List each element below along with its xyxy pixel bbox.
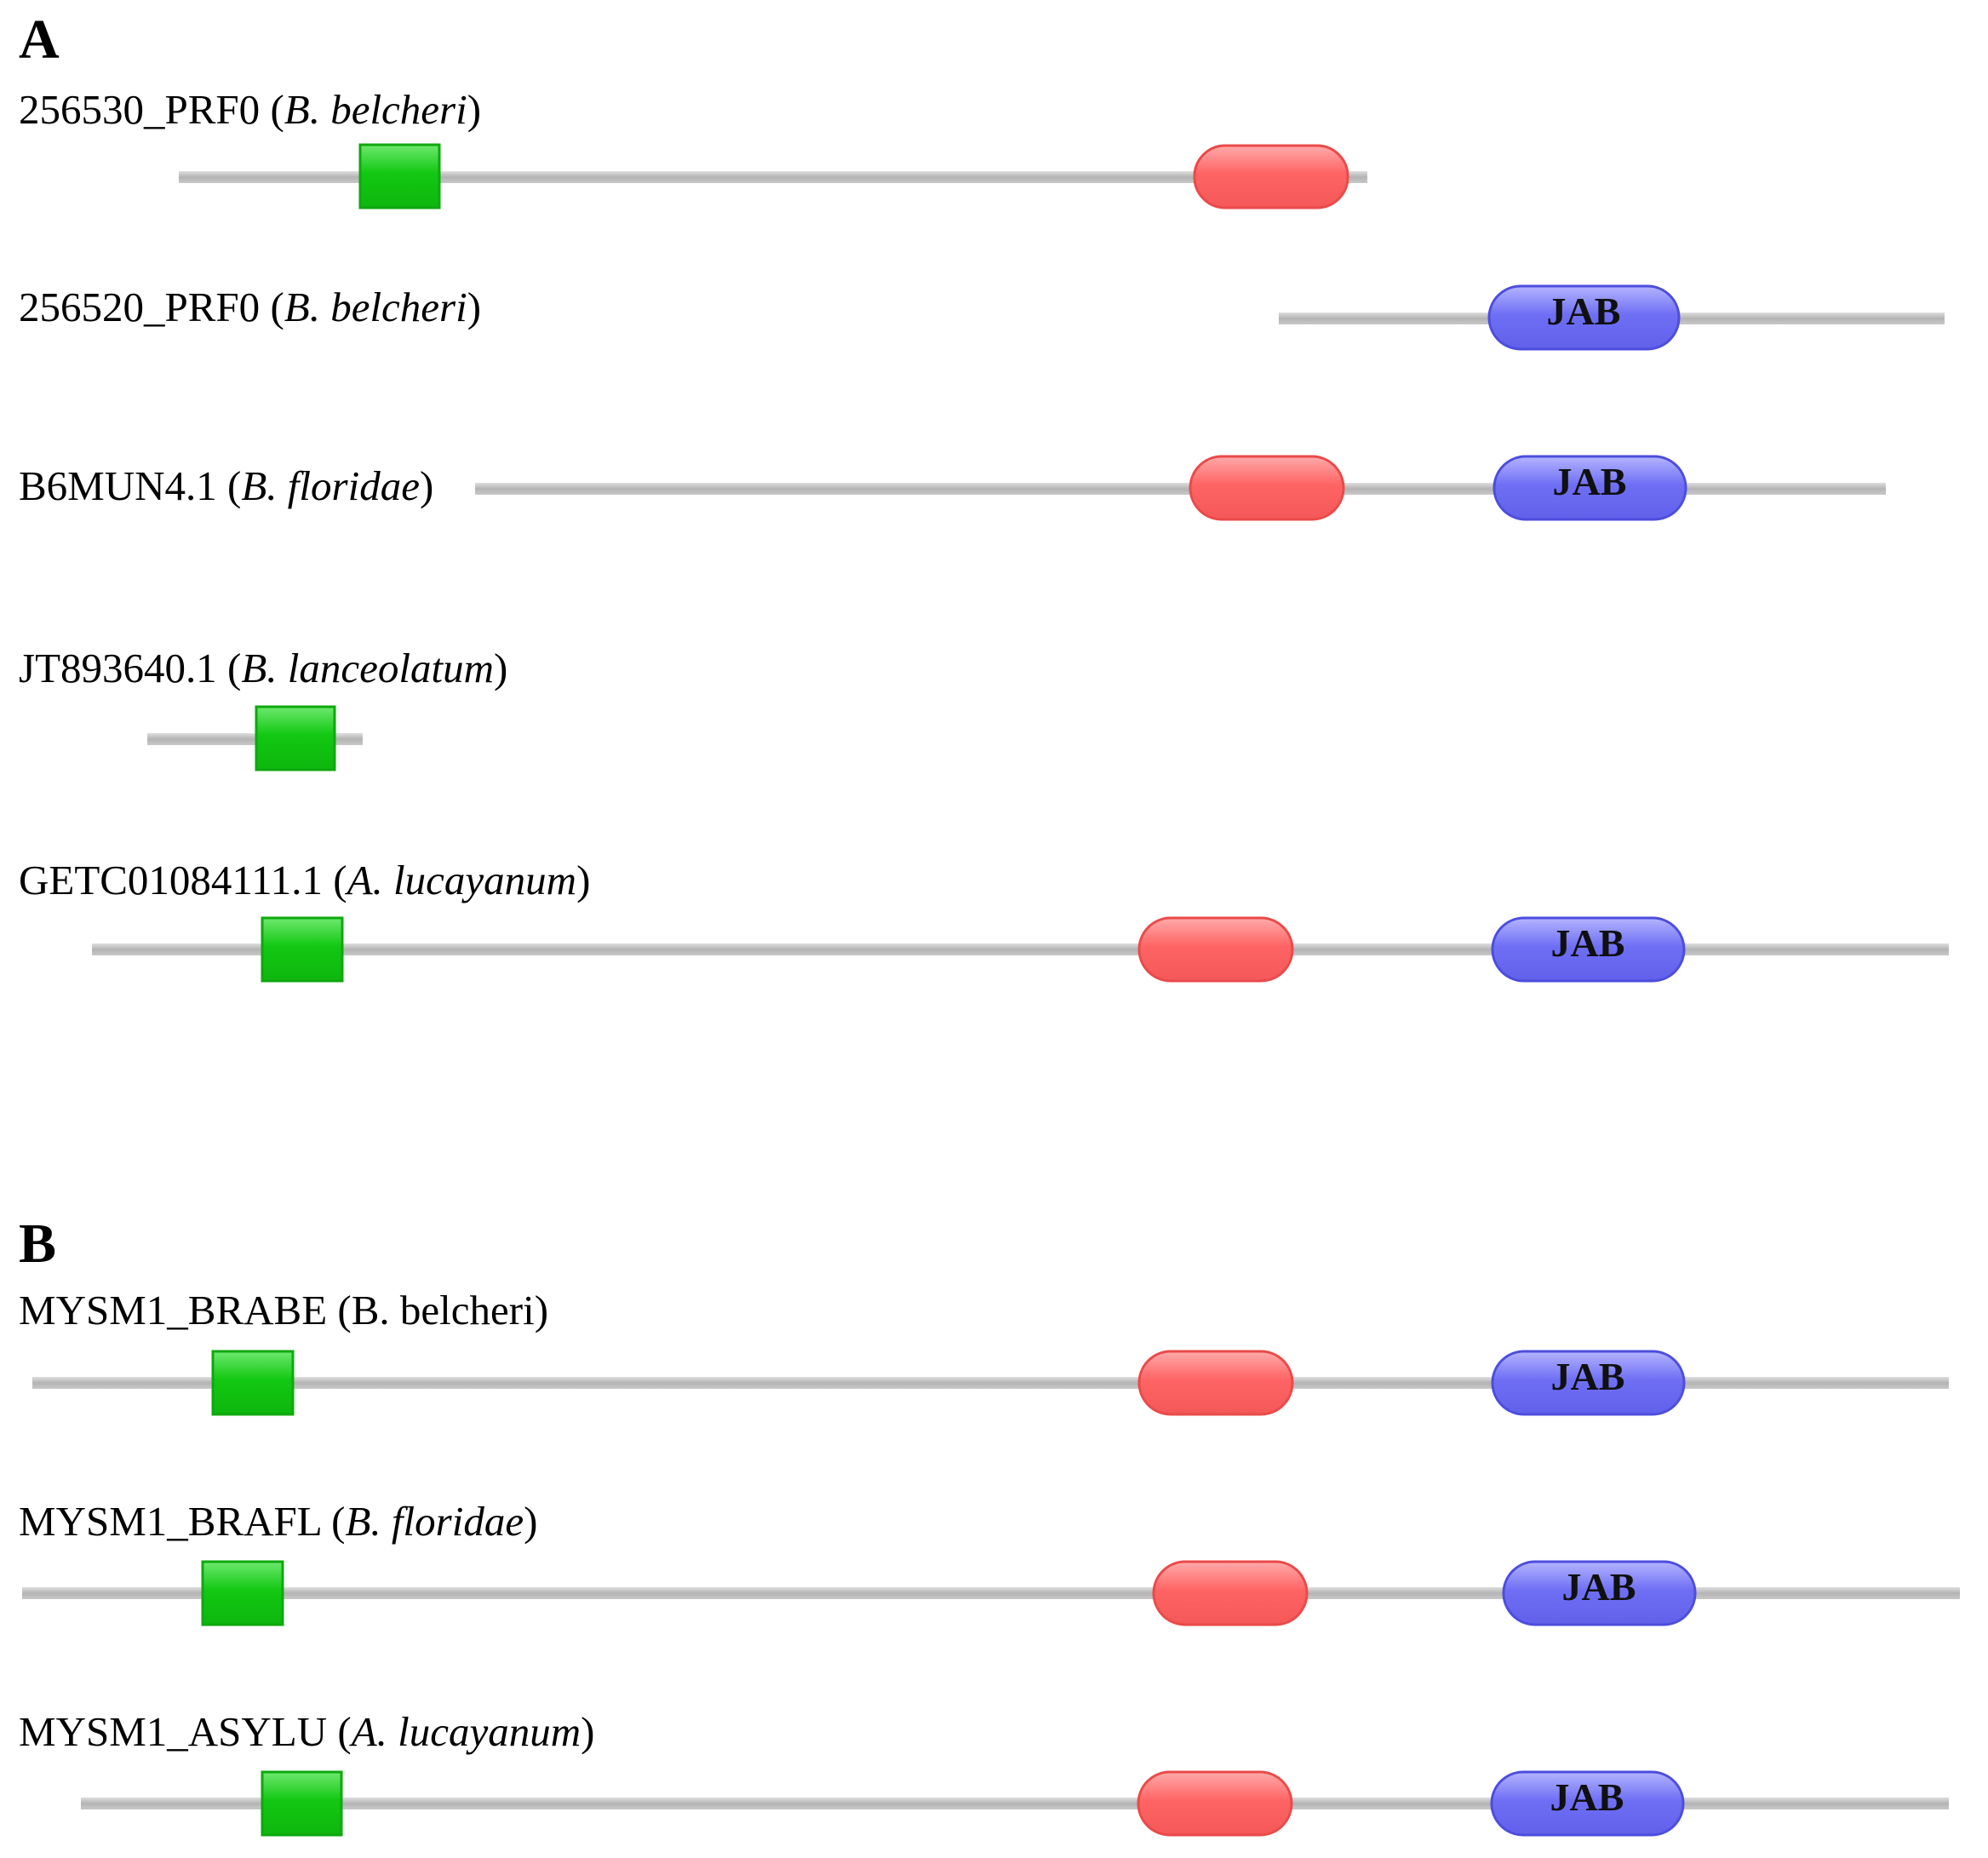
protein-label: MYSM1_BRABE (B. belcheri): [19, 1287, 548, 1333]
jab-domain-label: JAB: [1553, 460, 1627, 503]
jab-domain-label: JAB: [1547, 290, 1621, 333]
red-domain: [1193, 144, 1349, 209]
jab-domain: JAB: [1487, 284, 1681, 351]
red-domain: [1137, 1350, 1294, 1416]
red-domain: [1137, 916, 1294, 983]
species-name: B. floridae: [345, 1498, 524, 1545]
protein-entry: 256530_PRF0 (B. belcheri): [19, 86, 1367, 209]
jab-domain: JAB: [1490, 1770, 1685, 1837]
jab-domain: JAB: [1502, 1560, 1697, 1626]
protein-label: MYSM1_BRAFL (B. floridae): [19, 1498, 537, 1545]
protein-backbone: [32, 1377, 1949, 1389]
protein-backbone: [179, 171, 1367, 183]
protein-id: B6MUN4.1: [19, 462, 217, 509]
green-domain: [358, 143, 441, 209]
species-name: B. floridae: [241, 462, 420, 509]
protein-id: MYSM1_BRAFL: [19, 1498, 321, 1545]
protein-entry: MYSM1_ASYLU (A. lucayanum) JAB: [19, 1708, 1949, 1837]
green-domain: [211, 1350, 295, 1416]
protein-backbone: [22, 1587, 1960, 1599]
red-domain: [1152, 1560, 1309, 1626]
red-domain: [1189, 455, 1345, 521]
jab-domain-label: JAB: [1551, 921, 1625, 965]
protein-entry: MYSM1_BRAFL (B. floridae) JAB: [19, 1498, 1960, 1626]
protein-label: 256520_PRF0 (B. belcheri): [19, 284, 481, 330]
protein-backbone: [81, 1798, 1949, 1809]
species-name: B. belcheri: [352, 1287, 535, 1333]
species-name: B. lanceolatum: [241, 645, 494, 691]
protein-label: JT893640.1 (B. lanceolatum): [19, 645, 507, 691]
protein-label: 256530_PRF0 (B. belcheri): [19, 86, 481, 133]
protein-entry: 256520_PRF0 (B. belcheri) JAB: [19, 284, 1945, 351]
protein-entry: JT893640.1 (B. lanceolatum): [19, 645, 507, 771]
green-domain: [255, 705, 336, 771]
protein-id: 256530_PRF0: [19, 86, 260, 133]
red-domain: [1137, 1770, 1293, 1837]
protein-id: JT893640.1: [19, 645, 217, 691]
jab-domain: JAB: [1491, 916, 1686, 983]
jab-domain-label: JAB: [1562, 1565, 1636, 1609]
panel-label-a: A: [19, 9, 60, 71]
jab-domain: JAB: [1491, 1350, 1686, 1416]
protein-id: 256520_PRF0: [19, 284, 260, 330]
protein-id: MYSM1_BRABE: [19, 1287, 327, 1333]
protein-id: MYSM1_ASYLU: [19, 1708, 327, 1755]
protein-label: GETC01084111.1 (A. lucayanum): [19, 857, 590, 903]
protein-label: B6MUN4.1 (B. floridae): [19, 462, 433, 509]
panel-label-b: B: [19, 1213, 56, 1275]
jab-domain-label: JAB: [1550, 1775, 1624, 1819]
protein-label: MYSM1_ASYLU (A. lucayanum): [19, 1708, 594, 1755]
protein-entry: B6MUN4.1 (B. floridae) JAB: [19, 455, 1886, 521]
green-domain: [261, 916, 344, 983]
species-name: A. lucayanum: [349, 1708, 581, 1755]
green-domain: [261, 1770, 343, 1837]
species-name: B. belcheri: [284, 284, 467, 330]
species-name: B. belcheri: [284, 86, 467, 133]
protein-backbone: [92, 943, 1949, 955]
jab-domain: JAB: [1492, 455, 1687, 521]
protein-entry: MYSM1_BRABE (B. belcheri) JAB: [19, 1287, 1949, 1416]
protein-id: GETC01084111.1: [19, 857, 323, 903]
species-name: A. lucayanum: [345, 857, 576, 903]
green-domain: [201, 1560, 284, 1626]
protein-entry: GETC01084111.1 (A. lucayanum) JAB: [19, 857, 1949, 983]
jab-domain-label: JAB: [1551, 1355, 1625, 1398]
